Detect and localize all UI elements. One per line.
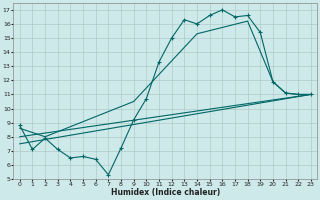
X-axis label: Humidex (Indice chaleur): Humidex (Indice chaleur)	[111, 188, 220, 197]
